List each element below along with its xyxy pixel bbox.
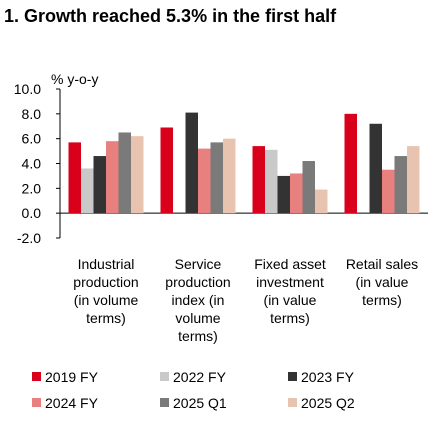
bar-2019-fy-cat2 (160, 127, 173, 214)
legend-label: 2025 Q1 (173, 395, 227, 411)
bar-2019-fy-cat1 (68, 142, 81, 214)
category-label-line: Service (175, 256, 222, 272)
y-tick-label: -2.0 (17, 230, 41, 246)
bar-2024-fy-cat3 (290, 173, 303, 214)
category-label: Industrial production (in volume terms) (73, 256, 138, 326)
bar-2023-fy-cat1 (93, 156, 106, 214)
legend-swatch (288, 398, 297, 407)
legend-swatch (160, 398, 169, 407)
bar-2024-fy-cat1 (106, 141, 119, 214)
legend-swatch (160, 372, 169, 381)
category-label-line: Industrial (78, 256, 135, 272)
bar-2025-q2-cat4 (407, 146, 420, 214)
legend-swatch (288, 372, 297, 381)
legend-label: 2025 Q2 (301, 395, 355, 411)
category-label-line: (in volume (74, 292, 139, 308)
bar-2025-q2-cat3 (315, 189, 328, 214)
y-tick-label: 8.0 (22, 106, 42, 122)
category-label-line: terms) (178, 328, 218, 344)
category-label-line: index (in (172, 292, 225, 308)
bar-2025-q1-cat3 (302, 161, 315, 214)
y-tick-label: 0.0 (22, 205, 42, 221)
category-label-line: terms) (86, 310, 126, 326)
bar-2023-fy-cat4 (369, 123, 382, 214)
category-label-line: terms) (362, 292, 402, 308)
category-label-line: Retail sales (346, 256, 418, 272)
y-tick-label: 6.0 (22, 131, 42, 147)
bar-2023-fy-cat2 (185, 112, 198, 214)
legend-swatch (32, 398, 41, 407)
category-label-line: production (73, 274, 138, 290)
category-label-line: Fixed asset (254, 256, 326, 272)
bar-2025-q1-cat1 (118, 132, 131, 214)
bar-2019-fy-cat4 (344, 113, 357, 214)
category-label: Service production index (in volume terms) (165, 256, 230, 344)
category-label: Fixed asset investment (in value terms) (254, 256, 326, 326)
category-label-line: investment (256, 274, 324, 290)
bar-2022-fy-cat1 (81, 168, 94, 214)
category-label-line: (in value (356, 274, 409, 290)
legend-label: 2022 FY (173, 369, 227, 385)
bar-2024-fy-cat4 (382, 169, 395, 214)
bar-2025-q1-cat2 (210, 142, 223, 214)
category-label: Retail sales (in value terms) (346, 256, 418, 308)
y-tick-label: 10.0 (14, 81, 41, 97)
legend-label: 2019 FY (45, 369, 99, 385)
bar-2023-fy-cat3 (277, 175, 290, 214)
category-label-line: terms) (270, 310, 310, 326)
bar-2025-q2-cat2 (223, 138, 236, 214)
bar-2025-q1-cat4 (394, 156, 407, 214)
chart-title: 1. Growth reached 5.3% in the first half (4, 6, 337, 26)
legend-label: 2023 FY (301, 369, 355, 385)
y-axis-unit-label: % y-o-y (51, 71, 98, 87)
bar-2025-q2-cat1 (131, 136, 144, 214)
y-tick-label: 2.0 (22, 180, 42, 196)
bar-2024-fy-cat2 (198, 148, 211, 214)
category-label-line: production (165, 274, 230, 290)
legend-swatch (32, 372, 41, 381)
bar-2019-fy-cat3 (252, 146, 265, 214)
category-label-line: volume (175, 310, 220, 326)
bar-2022-fy-cat3 (265, 149, 278, 214)
legend-label: 2024 FY (45, 395, 99, 411)
y-tick-label: 4.0 (22, 156, 42, 172)
category-label-line: (in value (264, 292, 317, 308)
